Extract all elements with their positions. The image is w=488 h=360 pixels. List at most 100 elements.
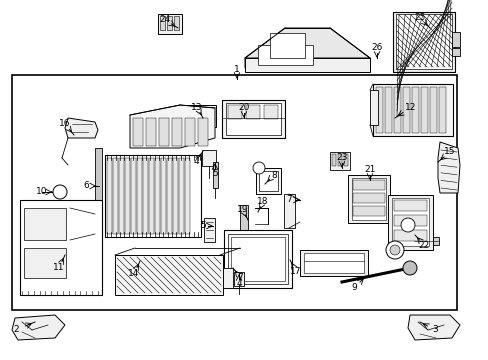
Text: 6: 6 xyxy=(83,181,89,190)
Bar xyxy=(393,200,426,211)
Bar xyxy=(230,237,285,281)
Bar xyxy=(352,193,384,203)
Bar xyxy=(107,158,112,234)
Bar xyxy=(393,87,400,133)
Bar xyxy=(269,33,305,58)
Text: 25: 25 xyxy=(413,13,425,22)
Bar xyxy=(329,152,349,170)
Bar xyxy=(258,45,312,65)
Bar xyxy=(234,272,244,286)
Bar xyxy=(420,87,427,133)
Text: 9: 9 xyxy=(350,284,356,292)
Bar xyxy=(113,158,118,234)
Text: 7: 7 xyxy=(285,195,291,204)
Text: 20: 20 xyxy=(238,103,249,112)
Text: 5: 5 xyxy=(212,170,218,179)
Bar xyxy=(172,118,182,146)
Bar xyxy=(225,103,281,135)
Bar xyxy=(187,105,216,127)
Bar xyxy=(375,87,382,133)
Bar xyxy=(299,250,367,276)
Bar xyxy=(393,230,426,241)
Bar xyxy=(115,255,223,295)
Bar xyxy=(203,218,215,242)
Text: 15: 15 xyxy=(443,148,455,157)
Text: 17: 17 xyxy=(290,266,301,275)
Polygon shape xyxy=(130,105,215,148)
Circle shape xyxy=(400,218,414,232)
Bar xyxy=(160,16,164,30)
Bar xyxy=(155,158,160,234)
Polygon shape xyxy=(65,118,98,138)
Bar xyxy=(429,87,436,133)
Bar xyxy=(167,16,172,30)
Bar xyxy=(174,16,179,30)
Bar xyxy=(224,230,291,288)
Bar xyxy=(227,105,242,119)
Bar xyxy=(142,158,148,234)
Circle shape xyxy=(402,261,416,275)
Text: 3: 3 xyxy=(431,325,437,334)
Text: 8: 8 xyxy=(270,171,276,180)
Bar xyxy=(304,253,363,273)
Circle shape xyxy=(53,185,67,199)
Bar xyxy=(438,87,445,133)
Bar xyxy=(222,100,285,138)
Text: 4: 4 xyxy=(236,279,242,288)
Bar xyxy=(218,268,232,288)
Bar xyxy=(146,118,156,146)
Bar xyxy=(202,108,205,124)
Bar xyxy=(184,118,195,146)
Bar xyxy=(352,206,384,216)
Text: 14: 14 xyxy=(128,270,140,279)
Bar xyxy=(131,158,136,234)
Bar xyxy=(352,180,384,190)
Bar xyxy=(95,148,102,202)
Circle shape xyxy=(389,245,399,255)
Bar xyxy=(347,175,389,223)
Bar xyxy=(137,158,142,234)
Text: 11: 11 xyxy=(53,264,64,273)
Bar xyxy=(184,158,190,234)
Bar xyxy=(190,108,194,124)
Bar xyxy=(411,87,418,133)
Bar xyxy=(393,215,426,226)
Text: 1: 1 xyxy=(234,64,240,73)
Bar xyxy=(161,158,165,234)
Polygon shape xyxy=(437,142,459,193)
Bar xyxy=(372,84,452,136)
Bar xyxy=(351,178,385,220)
Bar xyxy=(331,154,335,166)
Bar xyxy=(20,200,102,295)
Bar xyxy=(392,12,454,72)
Bar xyxy=(119,158,124,234)
Circle shape xyxy=(252,162,264,174)
Bar xyxy=(245,105,260,119)
Text: 7: 7 xyxy=(237,273,243,282)
Bar xyxy=(402,87,409,133)
Bar xyxy=(133,118,142,146)
Bar xyxy=(284,194,294,228)
Text: 5: 5 xyxy=(200,221,205,230)
Bar xyxy=(451,32,459,47)
Bar xyxy=(24,248,66,278)
Bar xyxy=(167,158,172,234)
Text: 16: 16 xyxy=(59,120,71,129)
Text: 18: 18 xyxy=(257,198,268,207)
Circle shape xyxy=(385,241,403,259)
Bar xyxy=(198,118,207,146)
Bar xyxy=(413,237,438,245)
Bar xyxy=(213,162,218,188)
Text: 12: 12 xyxy=(405,103,416,112)
Polygon shape xyxy=(244,42,369,68)
Polygon shape xyxy=(407,315,459,340)
Bar xyxy=(149,158,154,234)
Text: 26: 26 xyxy=(370,44,382,53)
Polygon shape xyxy=(244,28,369,58)
Text: 19: 19 xyxy=(237,206,248,215)
Bar xyxy=(391,198,428,246)
Bar xyxy=(24,208,66,240)
Text: 4: 4 xyxy=(193,158,199,166)
Bar xyxy=(259,171,278,191)
Bar xyxy=(105,155,201,237)
